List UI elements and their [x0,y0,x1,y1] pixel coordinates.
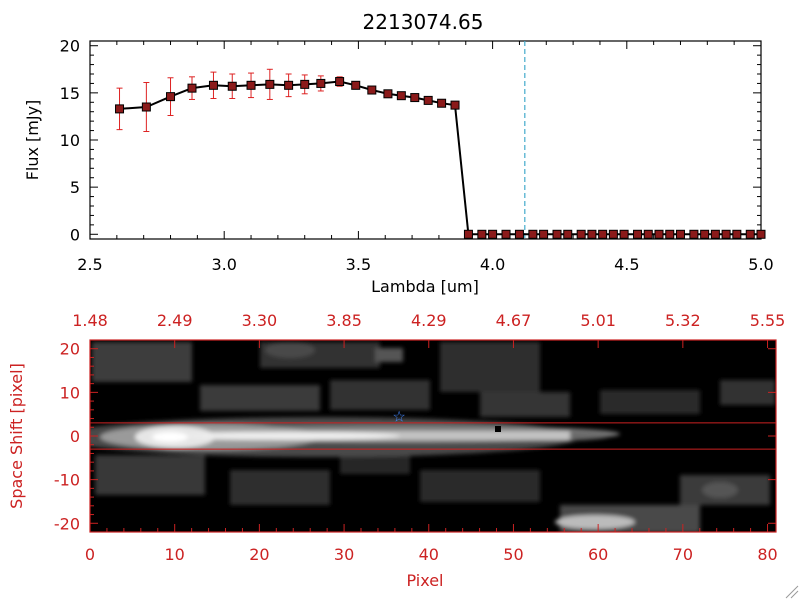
data-point-14 [383,89,393,99]
pixel-tick-label-6: 60 [588,545,608,564]
y-tick-label-3: 15 [60,84,80,103]
data-point-37 [665,229,675,239]
x-tick-label-1: 3.0 [211,255,236,274]
wavelength-tick-label-8: 5.55 [750,311,786,330]
x-axis-label-top: Lambda [um] [371,277,479,296]
data-point-27 [552,229,562,239]
x-tick-label-2: 3.5 [346,255,371,274]
space-shift-axis-ticks: -20 -10 0 10 20 [54,340,776,533]
data-point-41 [710,229,720,239]
data-point-40 [700,229,710,239]
wavelength-tick-label-0: 1.48 [72,311,108,330]
data-point-10 [316,78,326,88]
data-point-39 [689,229,699,239]
y-tick-label-4: 20 [60,37,80,56]
image-panel: ☆ 0 10 20 30 40 50 60 70 80 -20 -10 0 10 20 1.48 2.49… [7,311,785,590]
data-point-16 [410,93,420,103]
wavelength-tick-label-1: 2.49 [157,311,193,330]
plot-frame-top [89,40,762,240]
pixel-tick-label-1: 10 [165,545,185,564]
data-point-33 [619,229,629,239]
data-point-44 [745,229,755,239]
spectrum-panel: 2213074.65 2.5 3.0 3.5 4.0 4.5 5.0 0 5 10 15 20 L… [23,10,774,296]
x-axis-ticks: 2.5 3.0 3.5 4.0 4.5 5.0 [77,41,774,274]
data-points [115,77,766,239]
data-point-26 [539,229,549,239]
pixel-tick-label-2: 20 [249,545,269,564]
data-point-25 [528,229,538,239]
data-point-43 [732,229,742,239]
data-point-0 [115,104,125,114]
data-point-30 [587,229,597,239]
pixel-tick-label-7: 70 [673,545,693,564]
data-point-35 [643,229,653,239]
pixel-axis-ticks: 0 10 20 30 40 50 60 70 80 [85,524,778,564]
y-tick-label-2: 10 [60,131,80,150]
data-point-24 [514,229,524,239]
wavelength-tick-label-4: 4.29 [411,311,447,330]
data-point-5 [227,81,237,91]
y-tick-label-0: 0 [70,225,80,244]
x-tick-label-0: 2.5 [77,255,102,274]
data-point-17 [423,95,433,105]
y-tick-label-1: 5 [70,178,80,197]
pixel-tick-label-8: 80 [757,545,777,564]
data-point-31 [598,229,608,239]
data-point-38 [675,229,685,239]
data-point-32 [608,229,618,239]
data-point-45 [756,229,766,239]
data-point-11 [335,77,345,87]
pixel-tick-label-0: 0 [85,545,95,564]
pixel-tick-label-3: 30 [334,545,354,564]
data-point-12 [351,80,361,90]
data-point-15 [396,91,406,101]
wavelength-tick-label-5: 4.67 [496,311,532,330]
data-point-9 [300,79,310,89]
resize-grip-icon[interactable] [785,585,799,599]
data-point-21 [477,229,487,239]
data-point-28 [563,229,573,239]
data-point-22 [488,229,498,239]
data-point-23 [501,229,511,239]
shift-tick-label-4: 20 [60,340,80,359]
data-point-13 [367,85,377,95]
shift-tick-label-0: -20 [54,514,80,533]
x-axis-label-bottom: Pixel [406,571,443,590]
wavelength-tick-label-2: 3.30 [242,311,278,330]
data-point-8 [284,80,294,90]
y-axis-ticks: 0 5 10 15 20 [60,37,761,244]
wavelength-axis-ticks: 1.48 2.49 3.30 3.85 4.29 4.67 5.01 5.32 5.55 [72,311,785,348]
wavelength-tick-label-3: 3.85 [326,311,362,330]
y-axis-label-top: Flux [mJy] [23,100,42,181]
data-point-20 [463,229,473,239]
star-marker: ☆ [392,407,405,425]
data-point-42 [721,229,731,239]
data-point-19 [450,100,460,110]
x-tick-label-5: 5.0 [748,255,773,274]
shift-tick-label-3: 10 [60,383,80,402]
pixel-tick-label-5: 50 [503,545,523,564]
wavelength-tick-label-6: 5.01 [580,311,616,330]
chart-title: 2213074.65 [363,10,484,34]
data-point-1 [141,102,151,112]
data-point-29 [576,229,586,239]
data-point-36 [654,229,664,239]
data-point-18 [437,98,447,108]
spectral-image [90,340,776,532]
data-point-34 [633,229,643,239]
data-point-6 [246,80,256,90]
pixel-tick-label-4: 40 [419,545,439,564]
shift-tick-label-2: 0 [70,427,80,446]
x-tick-label-4: 4.5 [614,255,639,274]
data-point-4 [208,80,218,90]
shift-tick-label-1: -10 [54,471,80,490]
data-point-7 [265,79,275,89]
y-axis-label-bottom: Space Shift [pixel] [7,363,26,509]
wavelength-tick-label-7: 5.32 [665,311,701,330]
x-tick-label-3: 4.0 [480,255,505,274]
data-point-3 [187,83,197,93]
flux-line [119,80,761,236]
data-point-2 [166,92,176,102]
